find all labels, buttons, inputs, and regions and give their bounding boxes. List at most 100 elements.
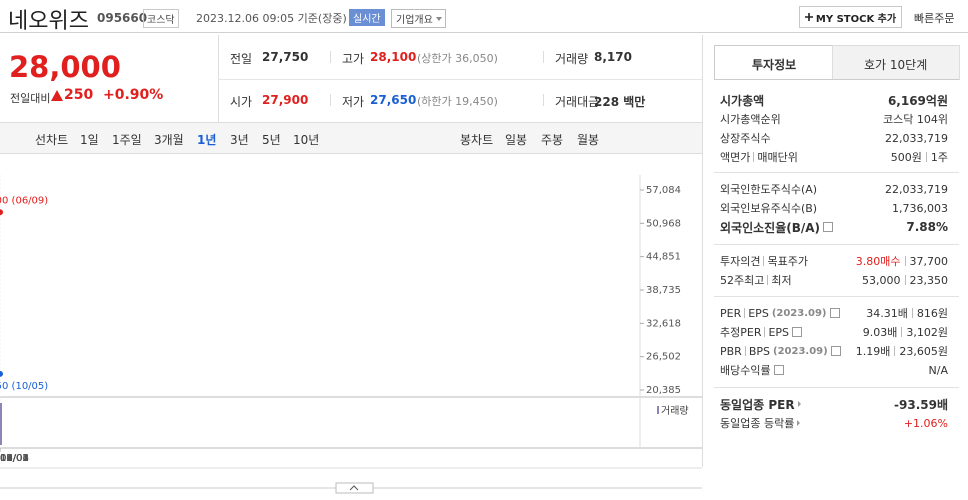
more-arrow[interactable] (797, 401, 801, 407)
more-arrow[interactable] (797, 420, 801, 426)
extreme-label: 최고 53,000 (06/09) (0, 194, 48, 206)
period-tab[interactable]: 1년 (197, 133, 217, 147)
info-row: 시가총액 6,169억원 (720, 91, 948, 109)
label-separator (744, 308, 746, 318)
stat-value: 27,750 (262, 50, 309, 64)
candle-tab[interactable]: 주봉 (541, 133, 564, 147)
value-separator (911, 308, 913, 318)
info-label: 추정PER EPS (720, 324, 863, 340)
quick-order-text: 빠른주문 (914, 12, 955, 25)
help-icon[interactable] (829, 308, 840, 318)
tab-bar (0, 122, 702, 154)
info-value: 7.88% (906, 220, 948, 234)
side-tab-text[interactable]: 투자정보 (752, 58, 797, 72)
dropdown-arrow (435, 17, 442, 21)
info-value: 53,000 (862, 273, 901, 287)
info-row: 동일업종 등락률 +1.06% (720, 414, 948, 432)
label-text: 추정PER (720, 326, 762, 339)
y-tick-label: 38,735 (646, 285, 681, 296)
info-value: 23,605원 (899, 345, 948, 358)
info-value: 1.19배 (855, 345, 891, 358)
side-tab-active[interactable] (714, 45, 833, 79)
my-stock-text: MY STOCK 추가 (815, 13, 897, 25)
info-row: 외국인소진율(B/A) 7.88% (720, 218, 948, 236)
section-rule (714, 296, 959, 297)
info-value: 34.31배 (866, 307, 908, 320)
header-rule (0, 32, 968, 33)
info-value: 22,033,719 (885, 131, 948, 145)
info-values: +1.06% (904, 417, 948, 430)
label-note: (2023.09) (771, 307, 827, 319)
candle-tab[interactable]: 월봉 (577, 133, 600, 147)
stat-value: 28,100 (370, 50, 417, 64)
info-row: 추정PER EPS 9.03배 3,102원 (720, 323, 948, 341)
stat-value: 27,650 (370, 93, 417, 107)
line-chart-label: 선차트 (35, 133, 69, 147)
label-text: 매매단위 (757, 151, 798, 164)
help-icon[interactable] (830, 346, 841, 356)
label-text: 52주최고 (720, 274, 765, 287)
period-tab[interactable]: 1주일 (112, 133, 142, 147)
help-icon[interactable] (823, 222, 834, 232)
quick-order[interactable]: 빠른주문 (914, 10, 954, 26)
x-tick-label: 08/01 (0, 453, 29, 464)
period-tab[interactable]: 3개월 (154, 133, 184, 147)
section-rule (714, 387, 959, 388)
label-text: PBR (720, 344, 742, 358)
info-value: 22,033,719 (885, 182, 948, 196)
period-tab[interactable]: 1일 (80, 133, 99, 147)
info-row: 액면가 매매단위 500원 1주 (720, 148, 948, 166)
market-badge: 코스닥 (143, 9, 179, 28)
label-text: 투자의견 (720, 255, 761, 268)
value-separator (925, 152, 927, 162)
period-tab[interactable]: 5년 (262, 133, 281, 147)
x-tick-label: 06/01 (0, 453, 29, 464)
candle-tab[interactable]: 일봉 (505, 133, 528, 147)
current-price: 28,000 (9, 50, 121, 84)
x-tick-label: 04/03 (0, 453, 29, 464)
side-tab-text[interactable]: 호가 10단계 (864, 58, 928, 72)
stat-value: 228 백만 (594, 95, 646, 109)
info-row: 동일업종 PER -93.59배 (720, 395, 948, 413)
label-text: 시가총액순위 (720, 113, 781, 126)
collapse-button[interactable] (335, 482, 374, 494)
company-info-text: 기업개요 (396, 15, 433, 26)
help-icon[interactable] (773, 365, 784, 375)
info-values: 22,033,719 (885, 132, 948, 145)
info-row: PBR BPS (2023.09) 1.19배 23,605원 (720, 342, 948, 360)
candle-chart-label: 봉차트 (460, 133, 494, 147)
info-values: 1,736,003 (892, 202, 948, 215)
section-rule (714, 244, 959, 245)
help-icon[interactable] (792, 327, 803, 337)
period-tab[interactable]: 10년 (293, 133, 320, 147)
info-label: 투자의견 목표주가 (720, 253, 856, 269)
company-info-dropdown[interactable]: 기업개요 (391, 9, 446, 28)
info-row: 배당수익률 N/A (720, 361, 948, 379)
label-text: PER (720, 306, 742, 320)
x-tick-label: 01/02 (0, 453, 29, 464)
left-panel (0, 35, 703, 467)
info-value: +1.06% (903, 416, 948, 430)
side-tab-inactive[interactable] (832, 45, 960, 80)
side-tab-rule (714, 79, 959, 80)
volume-bar (0, 436, 2, 445)
period-tab[interactable]: 3년 (230, 133, 249, 147)
label-text: 시가총액 (720, 93, 765, 108)
info-values: 6,169억원 (888, 92, 948, 109)
my-stock-button[interactable]: MY STOCK 추가 (799, 6, 902, 28)
info-values: 34.31배 816원 (866, 305, 948, 321)
label-text: EPS (748, 306, 769, 320)
info-values: N/A (929, 364, 948, 377)
label-separator (767, 275, 769, 285)
info-row: 상장주식수 22,033,719 (720, 129, 948, 147)
stat-divider (543, 94, 544, 106)
y-tick-label: 32,618 (646, 318, 681, 329)
value-separator (894, 346, 896, 356)
info-values: 코스닥 104위 (883, 111, 948, 127)
x-tick-label: 07/03 (0, 453, 29, 464)
info-label: 동일업종 등락률 (720, 415, 904, 431)
stat-value: 27,900 (262, 93, 309, 107)
info-label: 상장주식수 (720, 130, 885, 146)
stat-value: 8,170 (594, 50, 632, 64)
